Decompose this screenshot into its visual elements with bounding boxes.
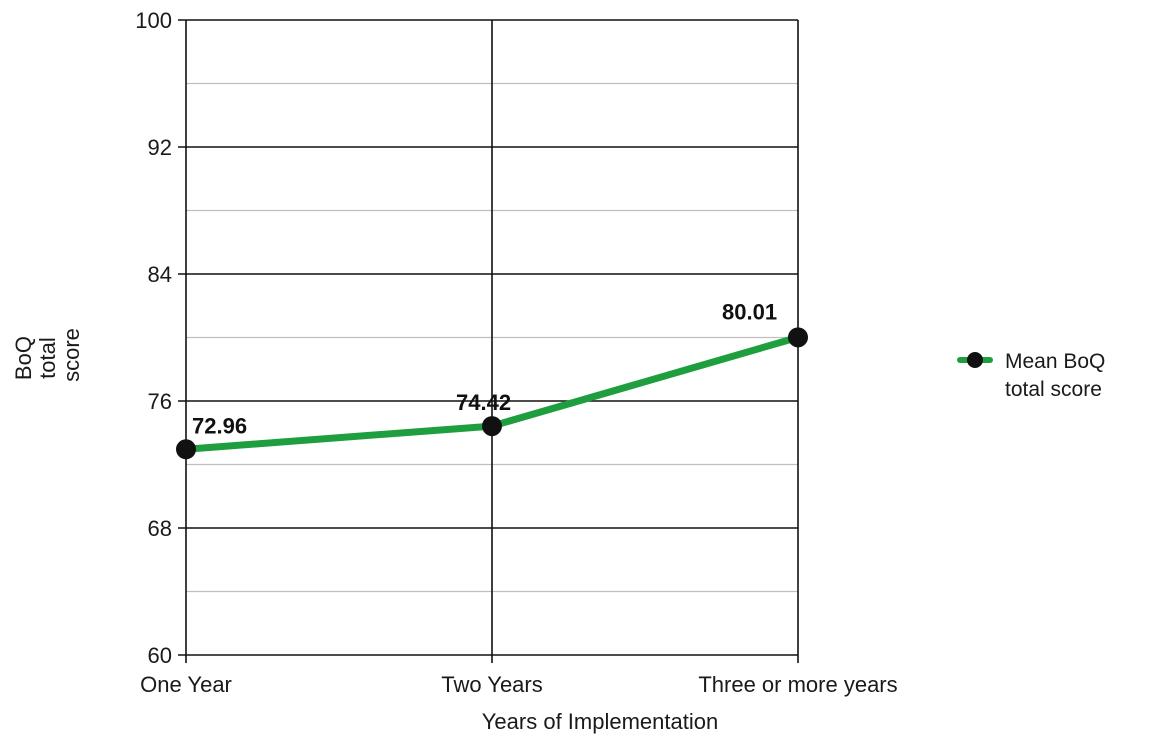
data-label: 72.96 [192, 413, 247, 438]
y-tick-label: 84 [148, 262, 172, 287]
x-tick-label: Three or more years [698, 672, 897, 697]
y-tick-label: 92 [148, 135, 172, 160]
x-tick-label: One Year [140, 672, 232, 697]
data-point [176, 439, 196, 460]
x-axis-title: Years of Implementation [482, 709, 718, 734]
y-tick-labels: 60 68 76 84 92 100 [135, 8, 172, 668]
legend: Mean BoQ total score [957, 350, 1111, 401]
x-tick-label: Two Years [441, 672, 543, 697]
x-tick-labels: One Year Two Years Three or more years [140, 672, 898, 697]
legend-label: Mean BoQ total score [1005, 350, 1111, 401]
data-labels: 72.96 74.42 80.01 [192, 299, 777, 438]
legend-label-line: Mean BoQ [1005, 350, 1105, 373]
data-label: 74.42 [456, 390, 511, 415]
y-tick-label: 68 [148, 516, 172, 541]
y-axis-title-line: total [35, 337, 60, 379]
data-point [788, 327, 808, 348]
y-axis-title-line: BoQ [11, 336, 36, 380]
grid [178, 19, 799, 663]
y-tick-label: 60 [148, 643, 172, 668]
data-point [482, 416, 502, 437]
y-axis-title-line: score [59, 328, 84, 382]
y-tick-label: 100 [135, 8, 172, 33]
series-mean-boq [176, 327, 808, 460]
data-label: 80.01 [722, 299, 777, 324]
legend-label-line: total score [1005, 378, 1102, 401]
y-axis-title: BoQ total score [11, 328, 84, 382]
legend-marker-swatch [967, 352, 983, 368]
y-tick-label: 76 [148, 389, 172, 414]
